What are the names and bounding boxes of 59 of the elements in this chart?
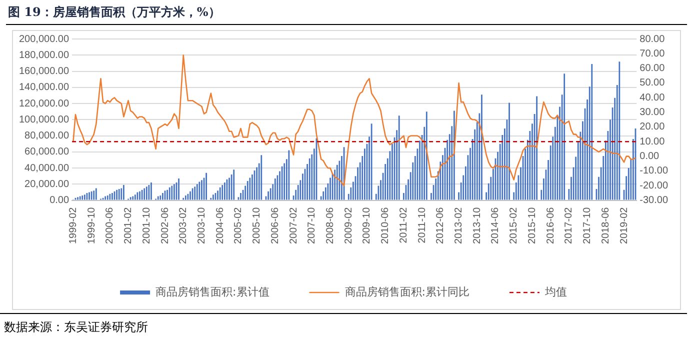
legend-label: 商品房销售面积:累计同比 — [344, 285, 470, 298]
x-tick-label: 2017-02 — [564, 206, 575, 244]
y2-tick-label: 80.00 — [640, 34, 666, 45]
x-tick-label: 2009-10 — [362, 206, 373, 244]
legend-label: 商品房销售面积:累计值 — [156, 285, 270, 298]
x-tick-label: 2014-06 — [490, 206, 502, 244]
y2-tick-label: 0.00 — [640, 151, 660, 162]
y2-tick-label: 50.00 — [640, 78, 666, 89]
x-tick-label: 2012-06 — [435, 206, 446, 244]
y-tick-label: 60,000.00 — [24, 146, 70, 158]
y2-tick-label: -10.00 — [640, 166, 668, 177]
y-tick-label: 100,000.00 — [18, 114, 70, 126]
chart-title: 图 19：房屋销售面积（万平方米，%） — [8, 4, 220, 21]
y-tick-label: 40,000.00 — [24, 162, 70, 174]
x-tick-label: 2011-10 — [416, 206, 428, 244]
y-tick-label: 20,000.00 — [24, 178, 70, 190]
x-tick-label: 2001-02 — [123, 206, 134, 244]
x-tick-label: 2015-10 — [526, 206, 538, 244]
x-tick-label: 2017-10 — [582, 206, 594, 244]
y-tick-label: 160,000.00 — [18, 66, 70, 78]
x-tick-label: 2001-10 — [141, 206, 152, 244]
y2-tick-label: 20.00 — [640, 122, 666, 133]
x-tick-label: 2008-06 — [325, 206, 336, 244]
source-note: 数据来源：东吴证券研究所 — [4, 319, 148, 336]
y-tick-label: 140,000.00 — [18, 82, 70, 94]
y2-tick-label: -20.00 — [640, 180, 668, 192]
x-tick-label: 2000-06 — [104, 206, 116, 244]
y2-tick-label: 40.00 — [640, 92, 666, 104]
x-tick-label: 2004-06 — [214, 206, 226, 244]
x-tick-label: 2015-02 — [508, 206, 520, 244]
y-tick-label: 180,000.00 — [18, 50, 70, 61]
x-tick-label: 2009-02 — [343, 206, 354, 244]
x-tick-label: 2016-06 — [545, 206, 556, 244]
y2-tick-label: 10.00 — [640, 136, 666, 148]
x-tick-label: 2005-10 — [252, 206, 263, 244]
legend-label: 均值 — [544, 285, 567, 298]
y2-tick-label: 30.00 — [640, 107, 666, 118]
x-tick-label: 2003-02 — [178, 206, 190, 244]
x-tick-label: 2007-02 — [288, 206, 300, 244]
x-tick-label: 2013-02 — [454, 206, 465, 244]
y-tick-label: 120,000.00 — [18, 98, 70, 110]
x-tick-label: 2018-06 — [600, 206, 612, 244]
x-tick-label: 1999-10 — [86, 206, 98, 244]
x-tick-label: 2007-10 — [306, 206, 318, 244]
x-tick-label: 2006-06 — [270, 206, 281, 244]
y-tick-label: 0.00 — [50, 195, 70, 206]
y-tick-label: 80,000.00 — [24, 130, 70, 142]
x-tick-label: 2003-10 — [196, 206, 208, 244]
y2-tick-label: -30.00 — [640, 195, 668, 206]
x-tick-label: 2011-02 — [398, 206, 410, 244]
x-tick-label: 2013-10 — [472, 206, 483, 244]
x-tick-label: 1999-02 — [68, 206, 79, 244]
y2-tick-label: 60.00 — [640, 63, 666, 74]
x-tick-label: 2002-06 — [160, 206, 171, 244]
x-tick-label: 2019-02 — [618, 206, 630, 244]
y-tick-label: 200,000.00 — [18, 34, 70, 45]
y2-tick-label: 70.00 — [640, 48, 666, 60]
x-tick-label: 2005-02 — [233, 206, 244, 244]
x-tick-label: 2010-06 — [380, 206, 392, 244]
